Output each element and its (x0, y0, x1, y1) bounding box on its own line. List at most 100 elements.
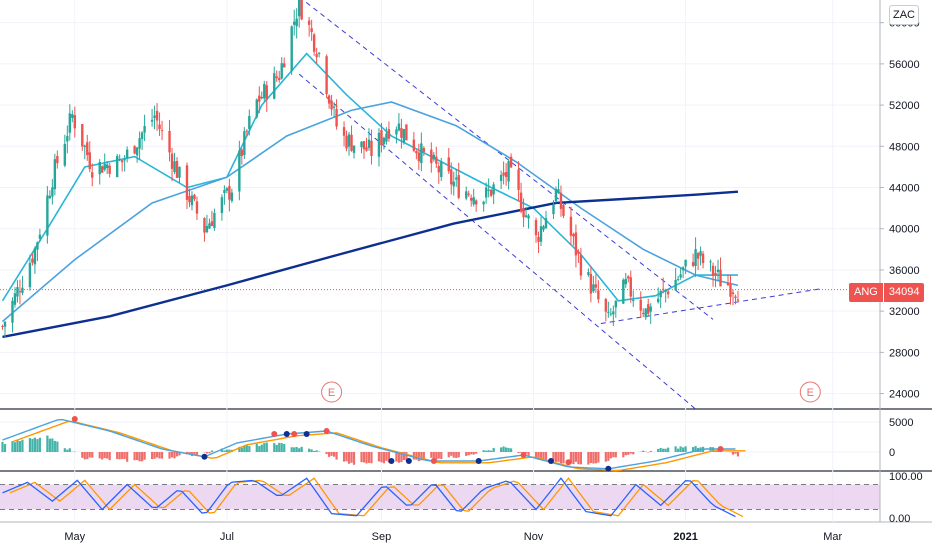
candle-body (228, 186, 231, 200)
histogram-bar (402, 452, 405, 461)
histogram-bar (422, 452, 425, 461)
histogram-bar (539, 452, 543, 460)
candle-body (88, 152, 91, 169)
histogram-bar (485, 450, 488, 452)
histogram-bar (432, 452, 435, 460)
histogram-bar (400, 452, 403, 463)
scale-button[interactable]: ZAC (889, 5, 919, 25)
candle-body (522, 208, 525, 218)
candle-body (352, 145, 356, 153)
candle-body (435, 156, 438, 164)
histogram-bar (370, 452, 373, 464)
candle-body (312, 34, 316, 52)
histogram-bar (509, 448, 513, 452)
candle-body (108, 165, 111, 174)
histogram-bar (68, 448, 71, 452)
histogram-bar (592, 452, 595, 464)
candle-body (664, 290, 667, 292)
candle-body (377, 132, 381, 157)
histogram-bar (569, 452, 573, 464)
candle-body (297, 0, 301, 17)
candle-body (21, 287, 24, 293)
candle-body (487, 189, 490, 191)
histogram-bar (225, 449, 228, 452)
histogram-bar (46, 435, 49, 452)
candle-body (263, 83, 266, 99)
candle-body (125, 149, 129, 159)
candle-body (659, 290, 662, 298)
histogram-bar (734, 452, 737, 454)
histogram-bar (141, 452, 144, 462)
candle-body (83, 145, 86, 147)
candle-body (295, 18, 298, 27)
candle-body (98, 161, 101, 175)
histogram-bar (158, 452, 161, 459)
candle-body (16, 287, 19, 297)
time-axis[interactable]: MayJulSepNov2021MarMa (64, 531, 932, 543)
candle-body (562, 205, 565, 216)
histogram-bar (248, 445, 251, 452)
candle-body (691, 262, 695, 266)
histogram-bar (1, 441, 4, 452)
histogram-bar (168, 452, 171, 459)
histogram-bar (420, 452, 423, 461)
earnings-marker-label: E (328, 387, 335, 399)
candle-body (699, 251, 702, 256)
histogram-bar (572, 452, 575, 465)
candle-body (395, 129, 398, 135)
histogram-bar (313, 450, 316, 452)
histogram-bar (507, 447, 510, 452)
histogram-bar (352, 452, 356, 465)
candle-body (622, 279, 625, 304)
candle-body (46, 195, 49, 236)
histogram-bar (380, 452, 383, 463)
last-price-symbol: ANG (849, 283, 883, 302)
histogram-bar (238, 446, 241, 452)
histogram-bar (395, 452, 398, 462)
candle-body (317, 52, 321, 54)
candle-body (155, 110, 159, 121)
candle-body (470, 197, 473, 201)
candle-body (265, 85, 268, 100)
candle-body (345, 135, 348, 149)
moving-average-line (1, 101, 739, 323)
candle-body (709, 261, 712, 263)
histogram-bar (589, 452, 592, 464)
signal-marker (565, 459, 572, 466)
histogram-bar (273, 443, 276, 452)
candle-body (367, 139, 371, 148)
candle-body (589, 273, 593, 294)
histogram-bar (377, 452, 381, 462)
candle-body (315, 53, 318, 58)
histogram-bar (415, 452, 418, 460)
candle-body (719, 269, 722, 287)
histogram-bar (293, 447, 296, 452)
moving-average-line (2, 190, 739, 339)
candle-body (385, 133, 388, 142)
histogram-bar (452, 452, 455, 458)
price-axis[interactable]: 6000056000520004800044000400003600032000… (879, 0, 923, 525)
signal-line (12, 420, 746, 472)
histogram-bar (66, 449, 69, 452)
histogram-bar (437, 452, 440, 459)
candle-body (422, 147, 426, 152)
candle-body (258, 95, 261, 102)
candle-body (629, 277, 632, 297)
candle-body (273, 73, 276, 99)
stoch-d-line (9, 477, 744, 518)
histogram-bar (205, 452, 209, 454)
candle-body (260, 96, 263, 99)
histogram-bar (385, 452, 388, 461)
histogram-bar (502, 446, 505, 452)
histogram-bar (188, 452, 191, 455)
candle-body (674, 279, 677, 291)
candle-body (153, 115, 156, 119)
histogram-bar (455, 452, 458, 458)
trend-line (600, 287, 823, 325)
y-tick-label: 40000 (889, 224, 920, 236)
candle-body (310, 28, 313, 33)
candle-body (203, 217, 206, 233)
candle-body (158, 124, 161, 130)
histogram-bar (659, 447, 662, 452)
